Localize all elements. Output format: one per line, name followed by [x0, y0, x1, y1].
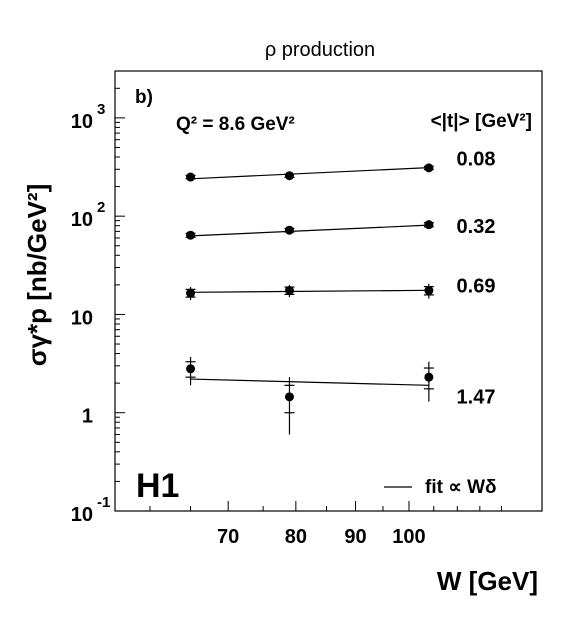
y-tick-label: 10 [71, 504, 93, 526]
experiment-label: H1 [136, 467, 179, 505]
x-tick-label: 90 [344, 526, 366, 548]
data-point [284, 171, 294, 181]
data-point [424, 163, 434, 173]
y-tick-exponent: 3 [97, 101, 105, 118]
data-point [284, 392, 294, 402]
x-axis-ticks: 70 80 90 100 [149, 501, 502, 548]
x-tick-label: 70 [217, 526, 239, 548]
y-tick-label: 10 [71, 111, 93, 133]
y-tick-label: 1 [82, 406, 93, 428]
legend-label: fit ∝ Wδ [425, 477, 497, 498]
fit-line [190, 289, 429, 293]
series-0.69: 0.69 [185, 275, 496, 301]
data-point [424, 220, 434, 230]
x-axis-label: W [GeV] [437, 566, 538, 596]
data-point [284, 225, 294, 235]
series-0.32: 0.32 [185, 216, 496, 240]
series-label: 0.32 [457, 216, 496, 238]
y-tick-exponent: 2 [97, 199, 105, 216]
y-tick-label: 10 [71, 307, 93, 329]
data-point [424, 286, 434, 296]
kinematics-label: Q² = 8.6 GeV² [176, 114, 295, 135]
y-tick-exponent: -1 [97, 494, 110, 511]
data-point [186, 172, 196, 182]
x-tick-label: 80 [285, 526, 307, 548]
data-point [424, 372, 434, 382]
chart-title: ρ production [265, 39, 375, 61]
data-point [186, 288, 196, 298]
data-point [284, 286, 294, 296]
y-axis-label: σγ*p [nb/GeV²] [22, 184, 52, 366]
series-label: 0.69 [457, 275, 496, 297]
fit-line [190, 224, 429, 237]
data-point [186, 230, 196, 240]
series-0.08: 0.08 [185, 149, 496, 182]
panel-label: b) [135, 87, 153, 108]
y-tick-label: 10 [71, 209, 93, 231]
series-label: 1.47 [457, 386, 496, 408]
plot-frame [114, 70, 543, 512]
data-point [186, 364, 196, 374]
fit-line [190, 167, 429, 180]
series-1.47: 1.47 [185, 356, 496, 435]
data-series: 0.08 0.32 0.69 1.47 [185, 149, 496, 435]
series-header: <|t|> [GeV²] [431, 111, 532, 132]
fit-line [190, 378, 429, 386]
series-label: 0.08 [457, 149, 496, 171]
x-tick-label: 100 [392, 526, 425, 548]
